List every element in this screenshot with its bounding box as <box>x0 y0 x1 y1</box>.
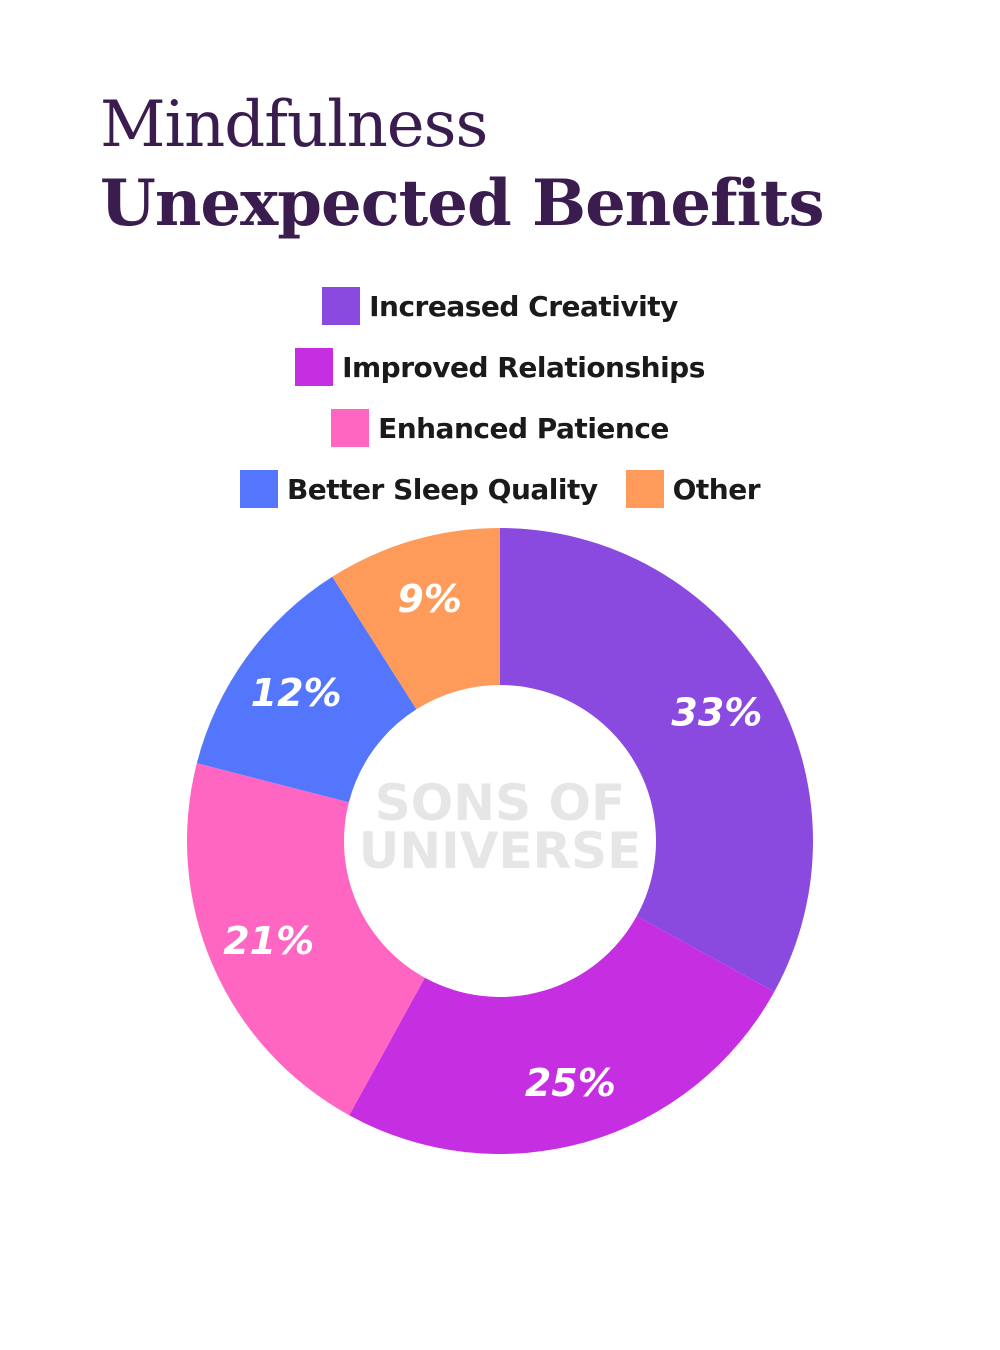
chart-title-line1: Mindfulness <box>100 88 488 162</box>
legend-swatch-better-sleep-quality <box>239 470 278 508</box>
legend-label-better-sleep-quality: Better Sleep Quality <box>286 472 598 506</box>
slice-label-enhanced-patience: 21% <box>223 919 314 963</box>
legend-label-other: Other <box>672 472 761 506</box>
legend-label-improved-relationships: Improved Relationships <box>342 350 705 384</box>
slice-other <box>332 528 500 710</box>
legend-swatch-increased-creativity <box>322 287 361 325</box>
watermark-line2: UNIVERSE <box>359 822 642 880</box>
slice-label-better-sleep-quality: 12% <box>251 671 342 715</box>
slice-better-sleep-quality <box>196 576 417 803</box>
slice-label-improved-relationships: 25% <box>525 1061 616 1105</box>
legend: Increased Creativity Improved Relationsh… <box>0 286 1000 530</box>
donut-slices <box>186 528 813 1154</box>
legend-swatch-enhanced-patience <box>331 409 370 447</box>
slice-label-increased-creativity: 33% <box>671 691 762 735</box>
legend-item-improved-relationships: Improved Relationships <box>295 348 705 386</box>
chart-title-line2: Unexpected Benefits <box>100 166 824 241</box>
legend-swatch-improved-relationships <box>295 348 334 386</box>
legend-swatch-other <box>625 470 664 508</box>
legend-item-increased-creativity: Increased Creativity <box>322 287 678 325</box>
legend-item-other: Other <box>625 470 761 508</box>
legend-label-increased-creativity: Increased Creativity <box>369 289 678 323</box>
watermark-line1: SONS OF <box>375 774 625 832</box>
legend-row-4: Better Sleep Quality Other <box>0 469 1000 509</box>
legend-row-2: Improved Relationships <box>0 347 1000 387</box>
legend-label-enhanced-patience: Enhanced Patience <box>378 411 669 445</box>
slice-increased-creativity <box>500 528 813 992</box>
legend-row-3: Enhanced Patience <box>0 408 1000 448</box>
slice-enhanced-patience <box>186 763 425 1116</box>
watermark: SONS OF UNIVERSE <box>359 774 642 880</box>
legend-item-enhanced-patience: Enhanced Patience <box>331 409 669 447</box>
legend-item-better-sleep-quality: Better Sleep Quality <box>239 470 598 508</box>
slice-labels: 33% 25% 21% 12% 9% <box>223 577 762 1105</box>
slice-improved-relationships <box>349 916 775 1154</box>
legend-row-1: Increased Creativity <box>0 286 1000 326</box>
slice-label-other: 9% <box>397 577 462 621</box>
